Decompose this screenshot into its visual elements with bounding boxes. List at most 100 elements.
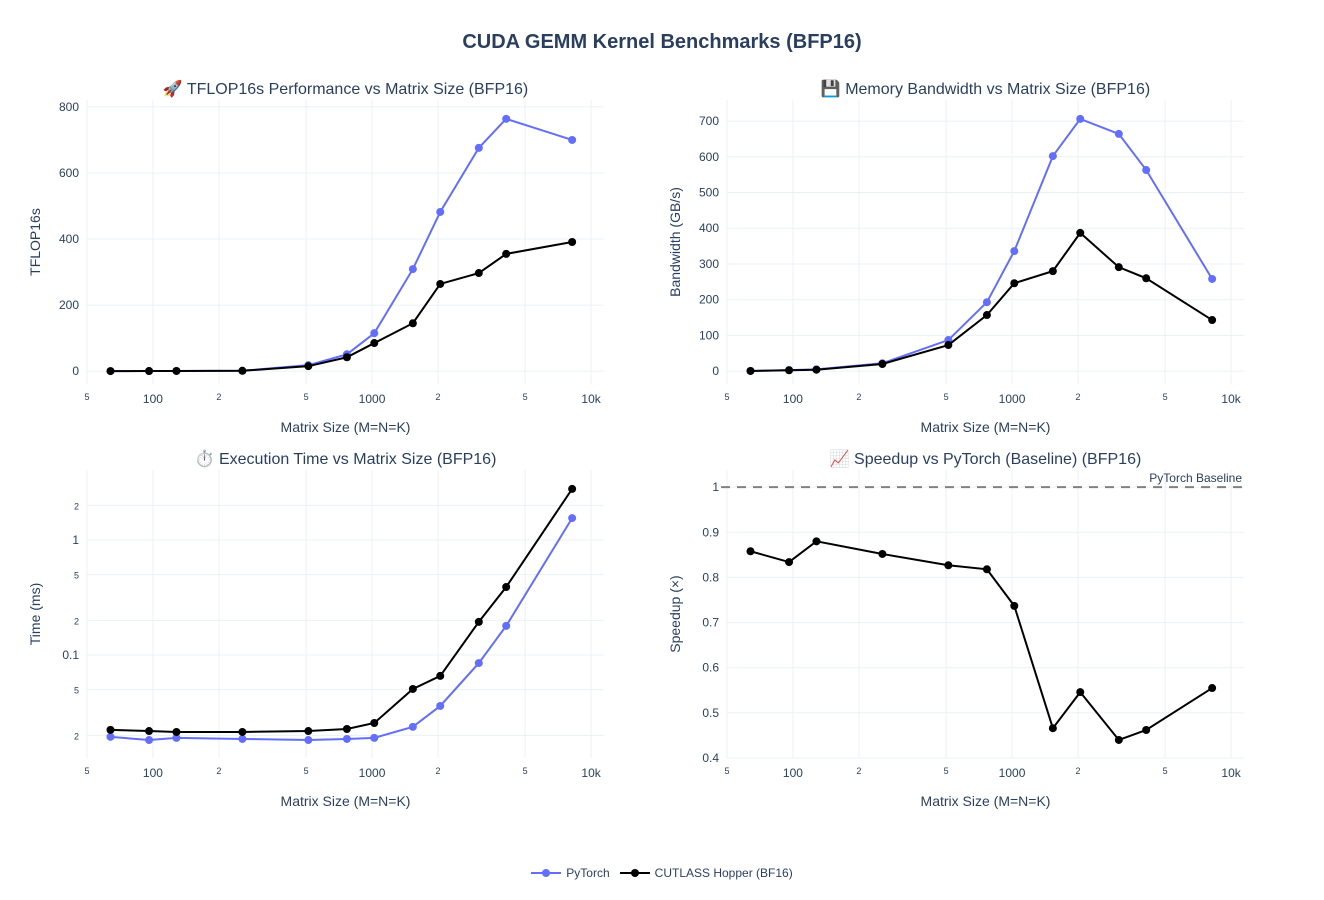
time-pytorch-point (436, 701, 445, 710)
bandwidth-cutlass-point (1142, 274, 1151, 283)
time-cutlass-point (408, 684, 417, 693)
bandwidth-y-tick-label: 500 (699, 186, 719, 200)
speedup-cutlass-point (1142, 726, 1151, 735)
time-y-tick-label: 0.1 (62, 648, 79, 662)
bandwidth-y-tick-label: 700 (699, 114, 719, 128)
main-title: CUDA GEMM Kernel Benchmarks (BFP16) (462, 31, 862, 53)
bandwidth-pytorch-point (1114, 129, 1123, 138)
tflops-y-tick-label: 0 (72, 364, 79, 378)
speedup-x-tick-label: 5 (944, 766, 949, 776)
tflops-x-tick-label: 100 (143, 392, 163, 406)
time-pytorch-point (370, 733, 379, 742)
time-pytorch-point (106, 732, 115, 741)
bandwidth-cutlass-point (1114, 263, 1123, 272)
speedup-x-tick-label: 2 (856, 766, 861, 776)
bandwidth-cutlass-line (750, 231, 1213, 372)
bandwidth-x-tick-label: 2 (856, 392, 861, 402)
time-pytorch-point (568, 514, 577, 523)
tflops-y-tick-label: 600 (59, 166, 79, 180)
tflops-x-tick-label: 5 (304, 392, 309, 402)
tflops-x-tick-label: 10k (581, 392, 601, 406)
time-y-tick-label: 5 (74, 686, 79, 696)
speedup-cutlass-point (1208, 684, 1217, 693)
bandwidth-y-tick-label: 200 (699, 293, 719, 307)
legend-item-cutlass[interactable]: CUTLASS Hopper (BF16) (619, 866, 793, 880)
time-cutlass-point (436, 671, 445, 680)
tflops-pytorch-point (568, 135, 577, 144)
time-pytorch-point (408, 722, 417, 731)
bandwidth-cutlass-point (944, 341, 953, 350)
time-x-tick-label: 2 (216, 766, 221, 776)
time-y-tick-label: 2 (74, 501, 79, 511)
bandwidth-pytorch-point (982, 298, 991, 307)
time-x-tick-label: 5 (304, 766, 309, 776)
legend-label-pytorch: PyTorch (566, 866, 610, 880)
time-y-axis-label: Time (ms) (27, 583, 43, 645)
bandwidth-pytorch-point (1048, 152, 1057, 161)
bandwidth-cutlass-point (878, 359, 887, 368)
speedup-x-tick-label: 5 (724, 766, 729, 776)
speedup-x-axis-label: Matrix Size (M=N=K) (921, 793, 1051, 809)
time-pytorch-point (304, 736, 313, 745)
speedup-cutlass-point (746, 547, 755, 556)
bandwidth-cutlass-point (785, 366, 794, 375)
time-x-tick-label: 5 (84, 766, 89, 776)
tflops-cutlass-point (304, 362, 313, 371)
time-y-tick-label: 1 (72, 533, 79, 547)
time-x-tick-label: 5 (523, 766, 528, 776)
speedup-cutlass-point (878, 549, 887, 558)
bandwidth-pytorch-point (1010, 247, 1019, 256)
tflops-cutlass-point (502, 249, 511, 258)
bandwidth-x-tick-label: 10k (1221, 392, 1241, 406)
time-pytorch-point (502, 621, 511, 630)
tflops-y-tick-label: 800 (59, 100, 79, 114)
tflops-x-tick-label: 2 (216, 392, 221, 402)
bandwidth-x-tick-label: 1000 (999, 392, 1026, 406)
tflops-pytorch-point (436, 207, 445, 216)
tflops-x-tick-label: 1000 (359, 392, 386, 406)
bandwidth-y-axis-label: Bandwidth (GB/s) (667, 187, 683, 297)
time-x-tick-label: 10k (581, 766, 601, 780)
bandwidth-pytorch-point (1076, 114, 1085, 123)
legend-label-cutlass: CUTLASS Hopper (BF16) (654, 866, 793, 880)
bandwidth-y-tick-label: 300 (699, 257, 719, 271)
time-pytorch-point (145, 736, 154, 745)
bandwidth-y-tick-label: 400 (699, 221, 719, 235)
bandwidth-y-tick-label: 600 (699, 150, 719, 164)
speedup-y-tick-label: 0.4 (702, 751, 719, 765)
speedup-cutlass-point (785, 558, 794, 567)
time-cutlass-point (304, 727, 313, 736)
time-cutlass-point (106, 725, 115, 734)
speedup-baseline-label: PyTorch Baseline (1149, 471, 1242, 485)
tflops-cutlass-point (342, 353, 351, 362)
time-x-tick-label: 1000 (359, 766, 386, 780)
bandwidth-y-tick-label: 0 (712, 364, 719, 378)
legend-item-pytorch[interactable]: PyTorch (531, 866, 610, 880)
bandwidth-cutlass-point (982, 311, 991, 320)
time-cutlass-point (172, 727, 181, 736)
tflops-x-axis-label: Matrix Size (M=N=K) (281, 419, 411, 435)
bandwidth-cutlass-point (812, 365, 821, 374)
tflops-y-axis-label: TFLOP16s (27, 208, 43, 276)
speedup-y-tick-label: 0.9 (702, 525, 719, 539)
tflops-cutlass-point (408, 319, 417, 328)
bandwidth-cutlass-point (1076, 228, 1085, 237)
time-pytorch-point (238, 734, 247, 743)
time-pytorch-point (342, 734, 351, 743)
speedup-y-axis-label: Speedup (×) (667, 575, 683, 652)
bandwidth-x-tick-label: 100 (783, 392, 803, 406)
speedup-x-tick-label: 1000 (999, 766, 1026, 780)
speedup-y-tick-label: 0.6 (702, 661, 719, 675)
subplot-title-time: ⏱️ Execution Time vs Matrix Size (BFP16) (194, 451, 497, 468)
tflops-pytorch-point (474, 143, 483, 152)
time-y-tick-label: 2 (74, 731, 79, 741)
time-pytorch-point (172, 733, 181, 742)
time-cutlass-point (145, 727, 154, 736)
tflops-cutlass-point (145, 367, 154, 376)
time-cutlass-point (238, 727, 247, 736)
time-cutlass-point (342, 724, 351, 733)
time-x-tick-label: 100 (143, 766, 163, 780)
tflops-x-tick-label: 2 (435, 392, 440, 402)
speedup-y-tick-label: 0.7 (702, 616, 719, 630)
